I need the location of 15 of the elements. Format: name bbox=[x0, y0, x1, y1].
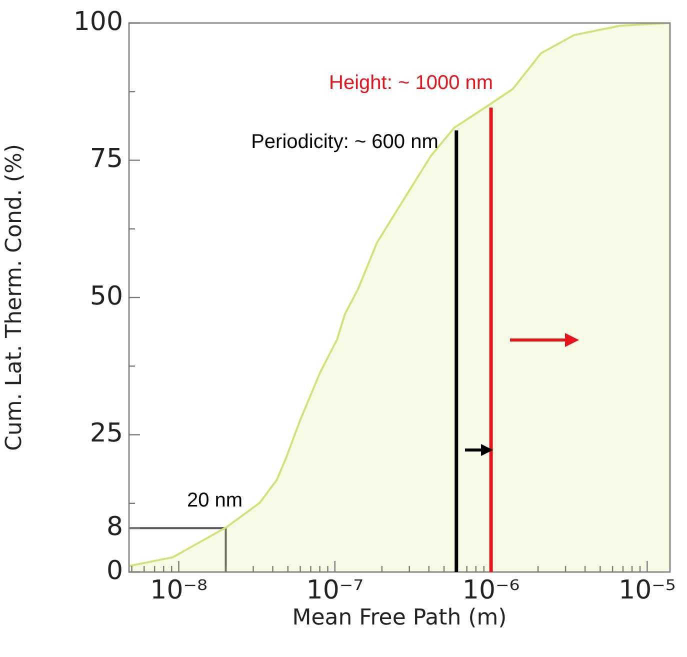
y-tick-label: 100 bbox=[73, 6, 123, 37]
y-tick-label: 25 bbox=[90, 418, 123, 448]
x-tick-label: 10⁻⁷ bbox=[306, 575, 364, 606]
y-tick-label: 0 bbox=[106, 556, 123, 586]
y-axis-title: Cum. Lat. Therm. Cond. (%) bbox=[2, 144, 27, 451]
y-tick-label: 8 bbox=[106, 512, 123, 542]
x-axis-title: Mean Free Path (m) bbox=[292, 606, 507, 631]
annotation: 20 nm bbox=[186, 490, 243, 512]
ref-line-label: Height: ~ 1000 nm bbox=[329, 72, 494, 94]
ref-line-label: Periodicity: ~ 600 nm bbox=[251, 130, 438, 153]
x-tick-label: 10⁻⁶ bbox=[462, 575, 520, 606]
y-tick-label: 75 bbox=[90, 144, 123, 174]
y-tick-label: 50 bbox=[90, 281, 123, 312]
x-tick-label: 10⁻⁵ bbox=[618, 575, 676, 606]
x-tick-label: 10⁻⁸ bbox=[150, 575, 208, 606]
